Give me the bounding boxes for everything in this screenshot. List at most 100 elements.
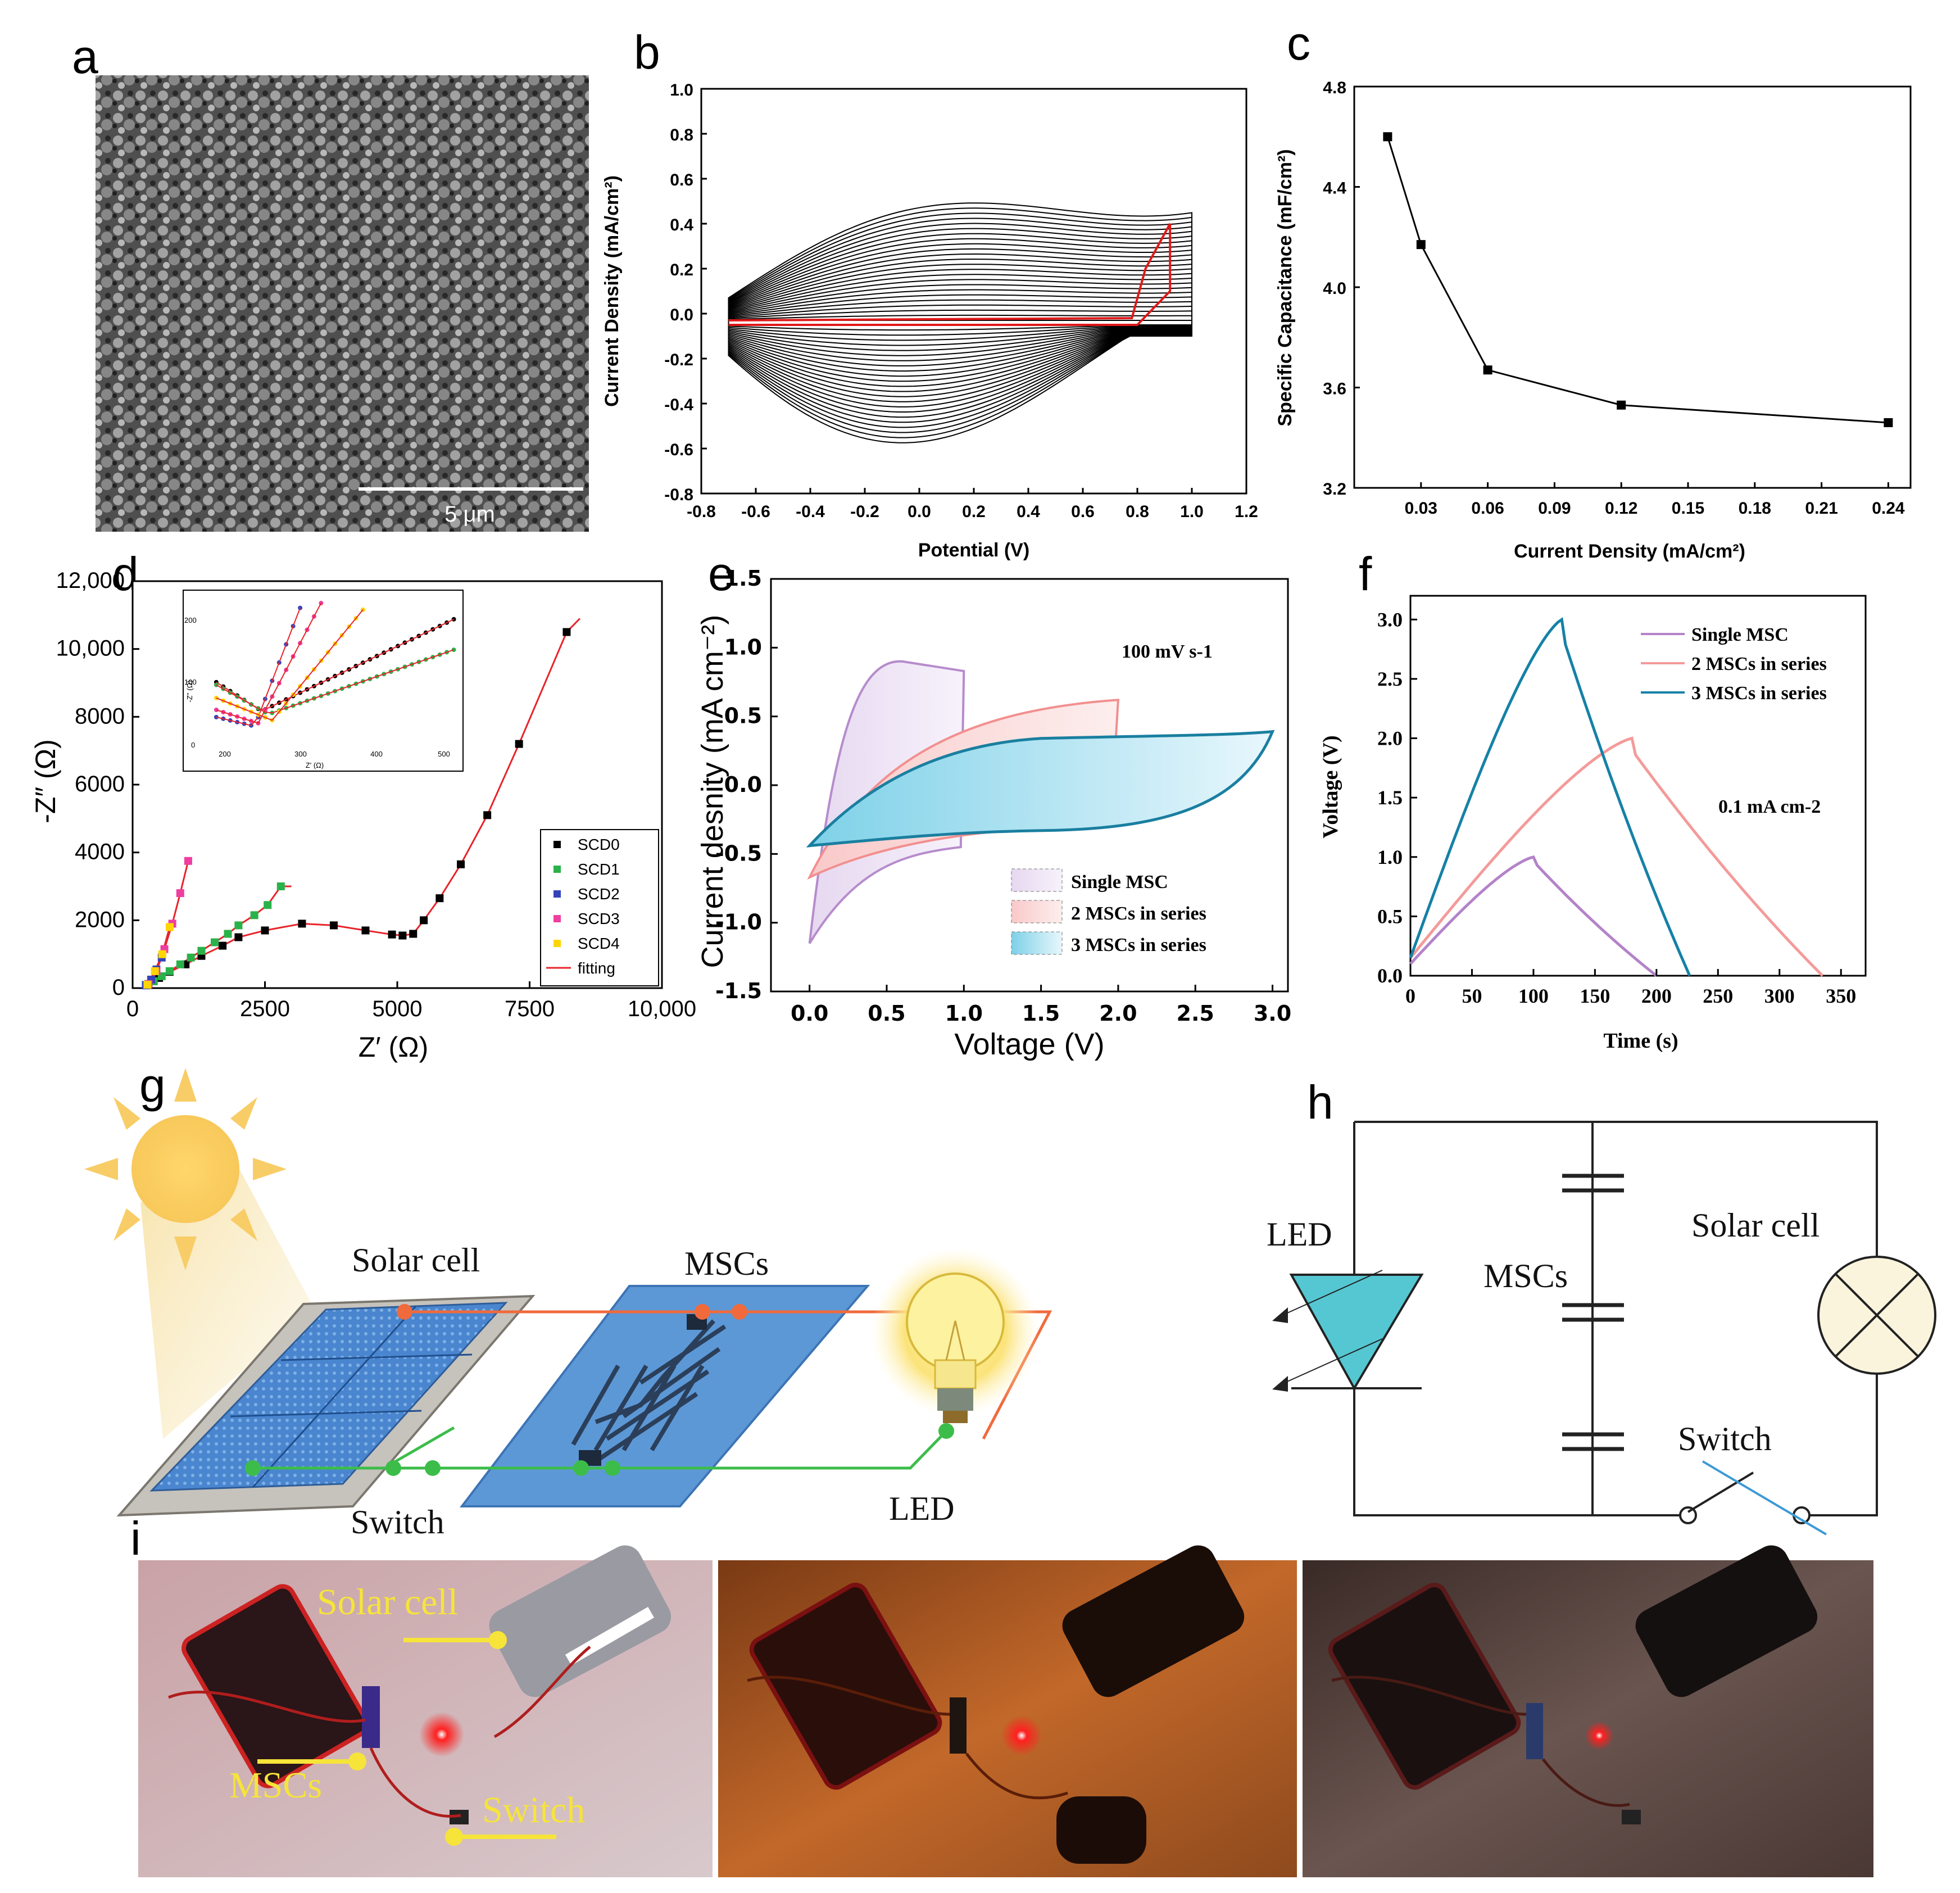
inset-ylabel: -Z'' (Ω) xyxy=(185,680,194,702)
photo-2 xyxy=(718,1545,1297,1877)
mscs-board xyxy=(459,1285,870,1507)
chart-e-legend-single: Single MSC xyxy=(1071,872,1168,893)
ytick-label: 3.2 xyxy=(1323,480,1346,499)
chart-f-line xyxy=(1409,617,1691,976)
chart-d-point xyxy=(176,960,184,968)
ytick-label: 4000 xyxy=(75,840,125,864)
ytick-label: 0.0 xyxy=(670,306,693,324)
xtick-label: 0.03 xyxy=(1405,499,1437,518)
green-wire xyxy=(253,1426,951,1470)
panel-h-led-label: LED xyxy=(1267,1216,1332,1253)
chart-d-point xyxy=(234,933,243,941)
ytick-label: 8000 xyxy=(75,704,125,728)
xtick-label: -0.2 xyxy=(850,502,879,521)
chart-c-frame xyxy=(1353,85,1912,489)
photo-3 xyxy=(1303,1545,1873,1877)
chart-f: 0 50 100 150 200 250 300 350 0.0 0.5 1.0 1.5 2.0 2.5… xyxy=(1319,595,1867,1053)
chart-b-loops xyxy=(728,202,1192,443)
xtick-label: 250 xyxy=(1703,985,1733,1007)
chart-e-annotation: 100 mV s-1 xyxy=(1122,641,1213,662)
chart-d-point xyxy=(562,628,571,636)
xtick-label: 1.2 xyxy=(1235,502,1258,521)
led-diode-icon xyxy=(1272,1270,1424,1392)
ytick-label: 1.5 xyxy=(724,566,762,591)
scale-bar-label: 5 μm xyxy=(444,502,495,527)
panel-label-i: i xyxy=(130,1512,141,1565)
panel-label-e: e xyxy=(708,547,734,600)
ytick-label: -0.6 xyxy=(664,441,693,459)
panel-label-h: h xyxy=(1307,1076,1333,1129)
chart-c-point xyxy=(1617,400,1626,410)
chart-d-point xyxy=(361,926,370,935)
xtick-label: 2.5 xyxy=(1177,1001,1214,1026)
inset-xtick-300: 300 xyxy=(294,750,307,758)
chart-b-ylabel: Current Density (mA/cm²) xyxy=(601,175,623,407)
ytick-label: -1.5 xyxy=(715,979,762,1003)
legend-swatch-scd0 xyxy=(553,841,561,848)
xtick-label: 0.2 xyxy=(962,502,986,521)
chart-d-point xyxy=(211,938,219,946)
chart-d-point xyxy=(234,921,243,930)
mscs-electrodes xyxy=(571,1319,727,1464)
solar-cell-grid xyxy=(149,1302,508,1492)
chart-d-point xyxy=(197,946,206,955)
chart-b-cv-loop xyxy=(728,202,1192,443)
xtick-label: 3.0 xyxy=(1254,1001,1291,1026)
chart-d-point xyxy=(409,930,418,938)
chart-d-xlabel: Z′ (Ω) xyxy=(359,1031,429,1063)
xtick-label: 2.0 xyxy=(1099,1001,1137,1026)
ytick-label: 1.0 xyxy=(724,635,762,659)
ytick-label: 12,000 xyxy=(56,568,125,593)
ytick-label: 2.0 xyxy=(1377,727,1403,750)
xtick-label: 0.09 xyxy=(1538,499,1571,518)
chart-d-point xyxy=(388,930,396,939)
xtick-label: 200 xyxy=(1641,985,1672,1007)
inset-fit-line xyxy=(216,609,364,721)
led-bulb-icon xyxy=(871,1248,1040,1423)
chart-f-ylabel: Voltage (V) xyxy=(1319,735,1342,838)
panel-g-switch-label: Switch xyxy=(351,1503,444,1541)
inset-fit-line xyxy=(216,603,322,724)
ytick-label: 6000 xyxy=(75,772,125,796)
chart-c-point xyxy=(1884,418,1893,427)
chart-d-point xyxy=(329,921,338,930)
chart-d-point xyxy=(224,930,232,938)
chart-d-yticks: 0 2000 4000 6000 8000 10,000 12,000 xyxy=(56,568,139,1000)
ytick-label: 0.4 xyxy=(670,216,693,234)
xtick-label: 2500 xyxy=(240,997,290,1021)
xtick-label: 0 xyxy=(126,997,139,1021)
inset-fit-line xyxy=(216,649,454,714)
ytick-label: 0.5 xyxy=(724,704,762,728)
chart-f-lines xyxy=(1409,617,1824,977)
chart-f-annotation: 0.1 mA cm-2 xyxy=(1718,796,1821,817)
solar-cell-symbol-icon xyxy=(1817,1256,1936,1375)
ytick-label: 0.5 xyxy=(1377,905,1403,927)
chart-d-inset-curves xyxy=(214,601,456,728)
chart-b-frame xyxy=(700,88,1247,495)
chart-d: 0 2500 5000 7500 10,000 0200040006000800010,… xyxy=(30,568,696,1063)
ytick-label: -0.8 xyxy=(664,486,693,504)
chart-f-frame xyxy=(1409,595,1867,977)
xtick-label: 0.6 xyxy=(1071,502,1095,521)
chart-d-legend: SCD0 SCD1 SCD2 SCD3 SCD4 fitting xyxy=(540,829,659,986)
chart-e-legend: Single MSC 2 MSCs in series 3 MSCs in se… xyxy=(1011,868,1206,955)
xtick-label: 0.5 xyxy=(868,1001,905,1026)
inset-xtick-200: 200 xyxy=(219,750,231,758)
sun-beam xyxy=(140,1152,315,1439)
capacitor-3-icon xyxy=(1562,1432,1624,1451)
chart-d-point xyxy=(457,860,465,868)
chart-d-xticks: 0 2500 5000 7500 10,000 xyxy=(126,981,696,1021)
xtick-label: -0.4 xyxy=(796,502,825,521)
chart-d-point xyxy=(184,857,192,865)
xtick-label: 5000 xyxy=(373,997,423,1021)
chart-d-point xyxy=(219,941,227,950)
chart-c-point xyxy=(1483,365,1492,375)
ytick-label: -0.2 xyxy=(664,351,693,369)
legend-fitting: fitting xyxy=(578,959,615,977)
panel-label-b: b xyxy=(634,26,660,79)
inset-xtick-400: 400 xyxy=(370,750,383,758)
panel-h-mscs-label: MSCs xyxy=(1483,1257,1568,1294)
capacitor-2-icon xyxy=(1562,1303,1624,1322)
chart-c-xticks: 0.03 0.06 0.09 0.12 0.15 0.18 0.21 0.24 xyxy=(1405,482,1905,518)
